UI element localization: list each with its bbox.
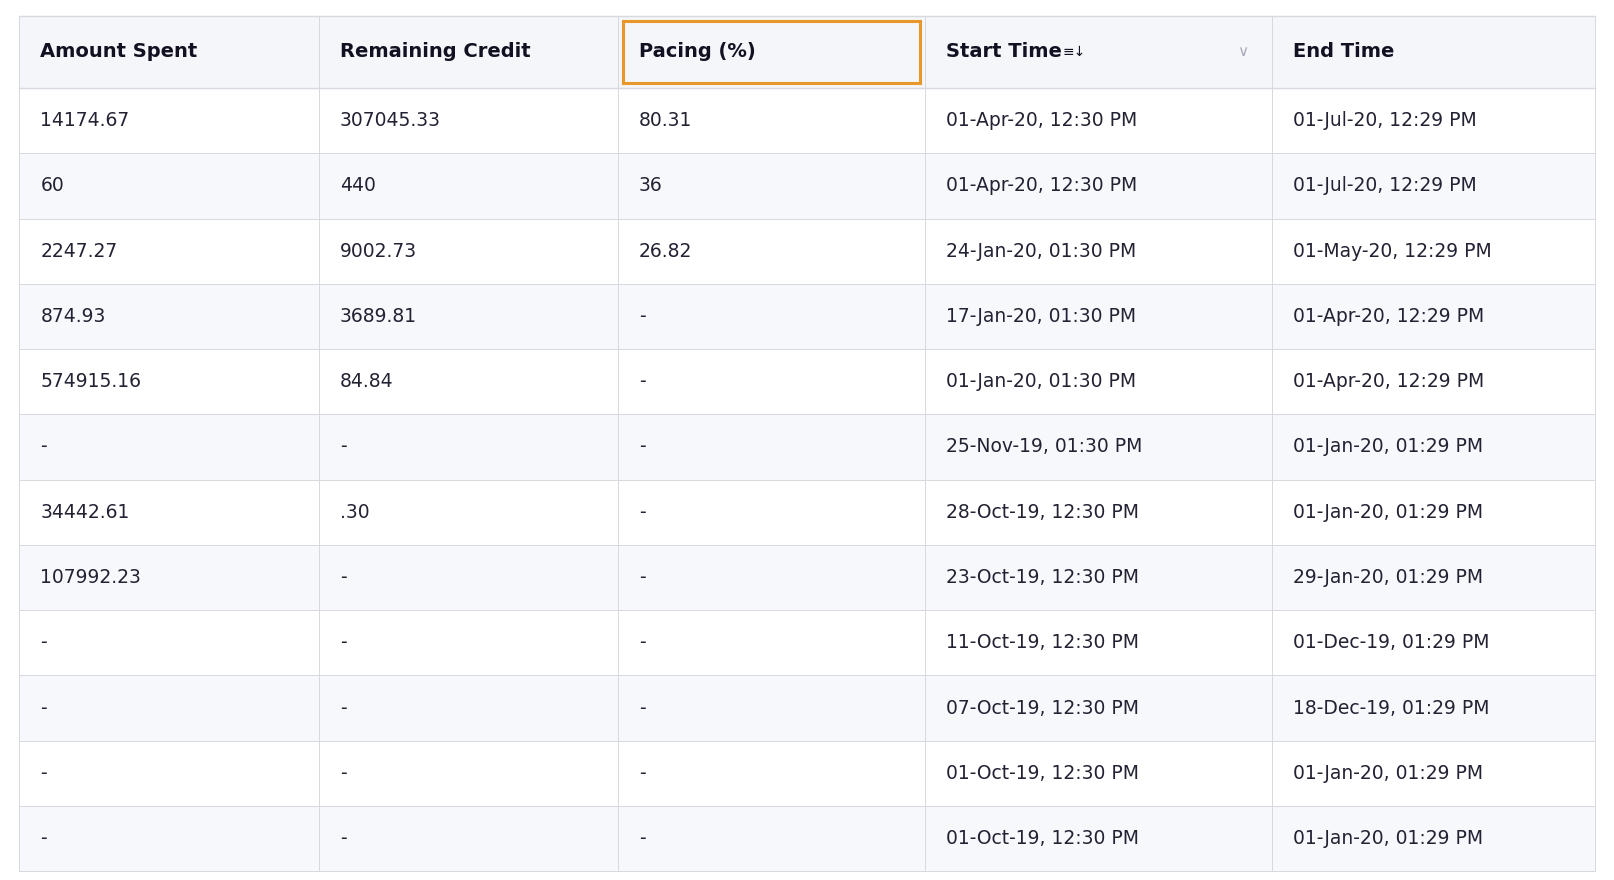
Text: 01-Dec-19, 01:29 PM: 01-Dec-19, 01:29 PM [1293, 634, 1490, 652]
Bar [19, 610, 1595, 676]
Text: 17-Jan-20, 01:30 PM: 17-Jan-20, 01:30 PM [946, 307, 1136, 326]
Bar [19, 480, 1595, 545]
Text: 01-Jan-20, 01:29 PM: 01-Jan-20, 01:29 PM [1293, 437, 1483, 457]
Text: -: - [339, 764, 347, 783]
Text: 11-Oct-19, 12:30 PM: 11-Oct-19, 12:30 PM [946, 634, 1139, 652]
Text: 01-Jul-20, 12:29 PM: 01-Jul-20, 12:29 PM [1293, 111, 1477, 130]
Text: 36: 36 [639, 176, 663, 195]
Text: -: - [40, 437, 47, 457]
Text: -: - [639, 568, 646, 587]
Text: 9002.73: 9002.73 [339, 242, 416, 260]
Bar [19, 153, 1595, 218]
Text: -: - [40, 634, 47, 652]
Bar [19, 414, 1595, 480]
Text: 574915.16: 574915.16 [40, 372, 142, 392]
Text: .30: .30 [339, 502, 370, 522]
Text: ≡↓: ≡↓ [1062, 45, 1086, 59]
Text: ∨: ∨ [1236, 44, 1248, 60]
Bar [19, 88, 1595, 153]
Text: Pacing (%): Pacing (%) [639, 42, 755, 62]
Text: 01-Jan-20, 01:29 PM: 01-Jan-20, 01:29 PM [1293, 502, 1483, 522]
Text: -: - [639, 372, 646, 392]
Text: -: - [639, 634, 646, 652]
Text: 01-Apr-20, 12:29 PM: 01-Apr-20, 12:29 PM [1293, 372, 1483, 392]
Text: -: - [40, 764, 47, 783]
Text: 18-Dec-19, 01:29 PM: 18-Dec-19, 01:29 PM [1293, 699, 1490, 717]
Text: 107992.23: 107992.23 [40, 568, 142, 587]
Bar [19, 741, 1595, 806]
Text: 34442.61: 34442.61 [40, 502, 129, 522]
Text: 01-Jan-20, 01:30 PM: 01-Jan-20, 01:30 PM [946, 372, 1136, 392]
Text: -: - [639, 307, 646, 326]
Text: 2247.27: 2247.27 [40, 242, 118, 260]
Text: -: - [639, 764, 646, 783]
FancyBboxPatch shape [623, 21, 920, 83]
Bar [19, 676, 1595, 741]
Text: 84.84: 84.84 [339, 372, 394, 392]
Text: 07-Oct-19, 12:30 PM: 07-Oct-19, 12:30 PM [946, 699, 1139, 717]
Text: 3689.81: 3689.81 [339, 307, 416, 326]
Bar [19, 283, 1595, 349]
Text: 01-Apr-20, 12:30 PM: 01-Apr-20, 12:30 PM [946, 111, 1138, 130]
Text: -: - [339, 829, 347, 848]
Bar [19, 806, 1595, 871]
Text: Start Time: Start Time [946, 42, 1062, 62]
Text: Remaining Credit: Remaining Credit [339, 42, 531, 62]
Text: 307045.33: 307045.33 [339, 111, 441, 130]
Text: 60: 60 [40, 176, 65, 195]
Text: -: - [40, 829, 47, 848]
Bar [19, 349, 1595, 414]
Text: 874.93: 874.93 [40, 307, 107, 326]
Text: 29-Jan-20, 01:29 PM: 29-Jan-20, 01:29 PM [1293, 568, 1483, 587]
Text: -: - [339, 634, 347, 652]
Text: -: - [639, 829, 646, 848]
Text: 26.82: 26.82 [639, 242, 692, 260]
Text: 01-Apr-20, 12:30 PM: 01-Apr-20, 12:30 PM [946, 176, 1138, 195]
Bar [19, 545, 1595, 610]
Text: 23-Oct-19, 12:30 PM: 23-Oct-19, 12:30 PM [946, 568, 1139, 587]
Text: -: - [639, 699, 646, 717]
Text: -: - [339, 437, 347, 457]
Bar [19, 16, 1595, 88]
Text: Amount Spent: Amount Spent [40, 42, 197, 62]
Text: 01-Apr-20, 12:29 PM: 01-Apr-20, 12:29 PM [1293, 307, 1483, 326]
Text: -: - [639, 437, 646, 457]
Text: 80.31: 80.31 [639, 111, 692, 130]
Text: 14174.67: 14174.67 [40, 111, 129, 130]
Text: End Time: End Time [1293, 42, 1394, 62]
Text: 24-Jan-20, 01:30 PM: 24-Jan-20, 01:30 PM [946, 242, 1136, 260]
Text: 01-May-20, 12:29 PM: 01-May-20, 12:29 PM [1293, 242, 1491, 260]
Text: 25-Nov-19, 01:30 PM: 25-Nov-19, 01:30 PM [946, 437, 1143, 457]
Bar [19, 218, 1595, 283]
Text: 01-Jan-20, 01:29 PM: 01-Jan-20, 01:29 PM [1293, 764, 1483, 783]
Text: -: - [339, 699, 347, 717]
Text: -: - [639, 502, 646, 522]
Text: 01-Jul-20, 12:29 PM: 01-Jul-20, 12:29 PM [1293, 176, 1477, 195]
Text: -: - [339, 568, 347, 587]
Text: 01-Oct-19, 12:30 PM: 01-Oct-19, 12:30 PM [946, 829, 1139, 848]
Text: 01-Jan-20, 01:29 PM: 01-Jan-20, 01:29 PM [1293, 829, 1483, 848]
Text: 01-Oct-19, 12:30 PM: 01-Oct-19, 12:30 PM [946, 764, 1139, 783]
Text: 28-Oct-19, 12:30 PM: 28-Oct-19, 12:30 PM [946, 502, 1139, 522]
Text: -: - [40, 699, 47, 717]
Text: 440: 440 [339, 176, 376, 195]
